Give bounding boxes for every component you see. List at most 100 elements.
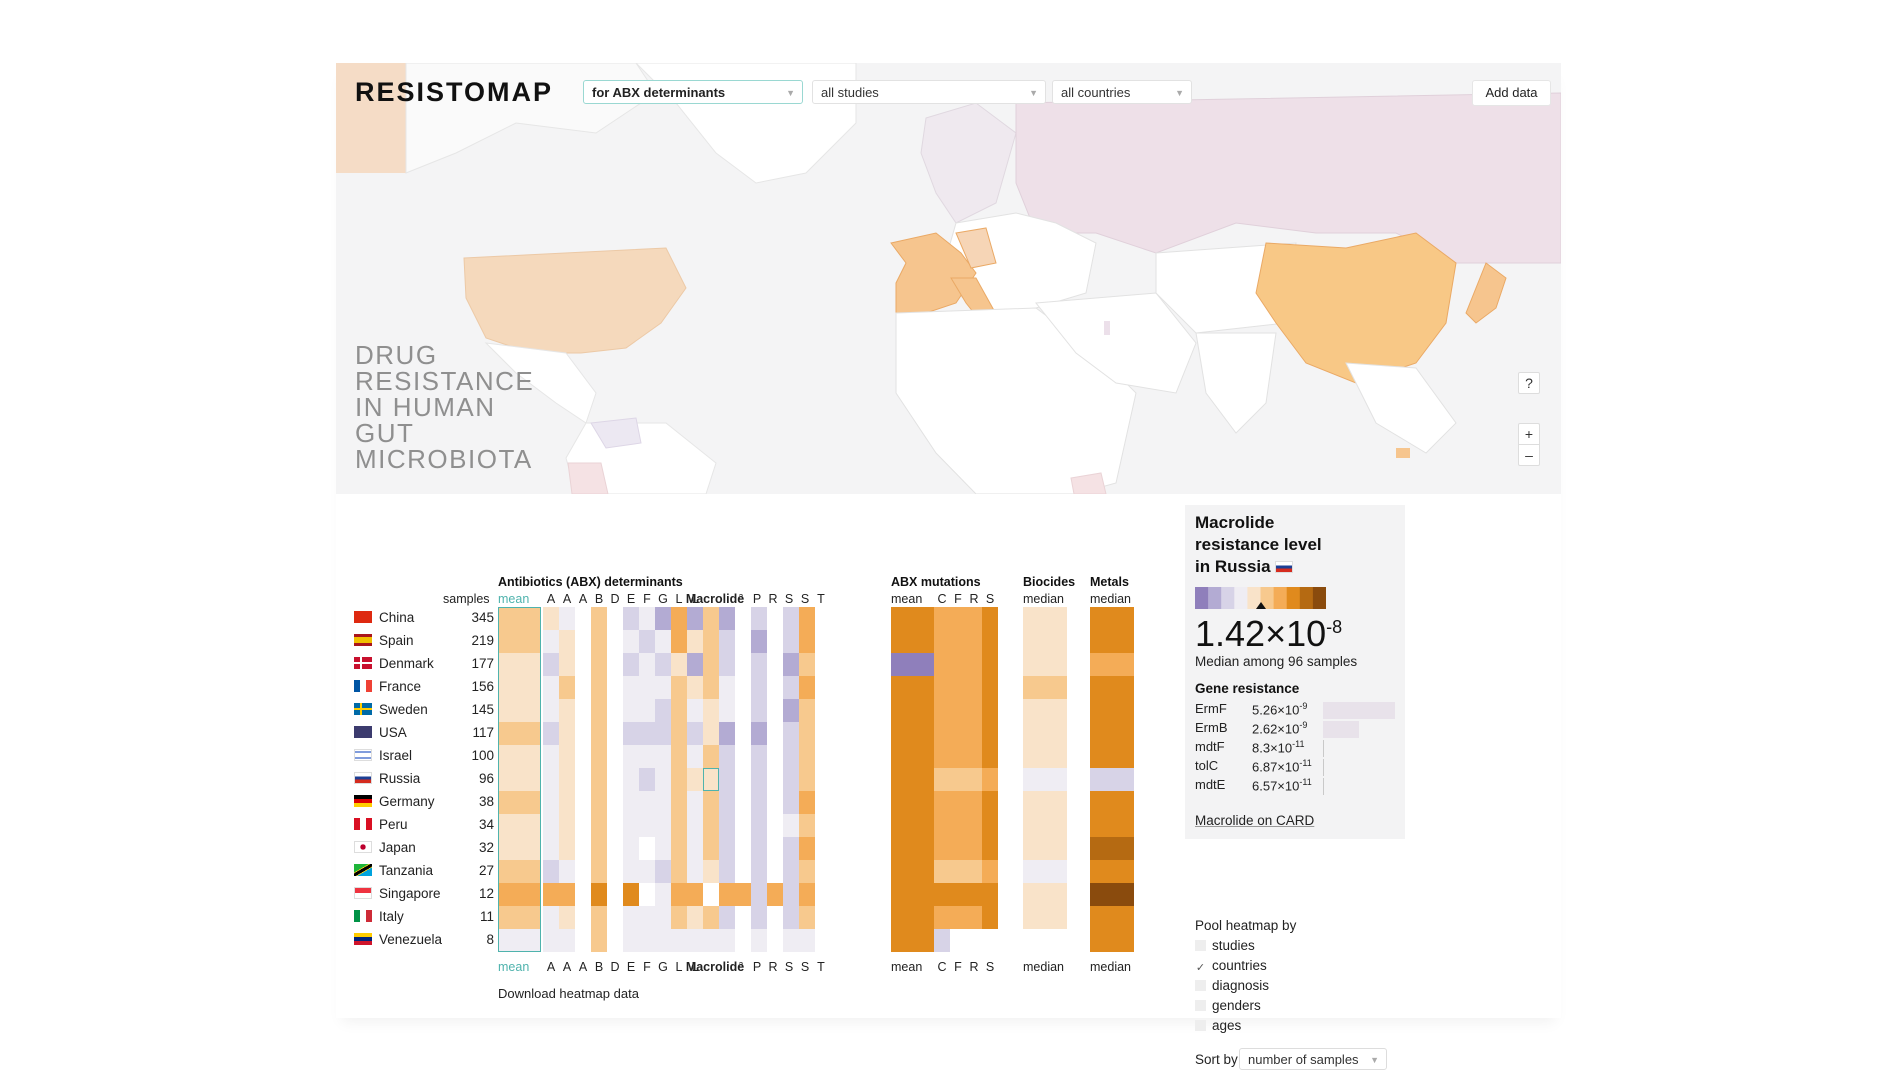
- heatmap-cell[interactable]: [799, 607, 815, 630]
- heatmap-cell[interactable]: [575, 630, 591, 653]
- column-label[interactable]: P: [752, 960, 762, 974]
- heatmap-cell[interactable]: [591, 791, 607, 814]
- download-heatmap-link[interactable]: Download heatmap data: [498, 986, 639, 1001]
- heatmap-cell[interactable]: [735, 699, 751, 722]
- heatmap-cell[interactable]: [1023, 883, 1067, 906]
- heatmap-cell[interactable]: [607, 837, 623, 860]
- column-label[interactable]: Macrolide: [685, 592, 745, 606]
- heatmap-cell[interactable]: [623, 837, 639, 860]
- heatmap-cell[interactable]: [623, 929, 639, 952]
- heatmap-cell[interactable]: [543, 653, 559, 676]
- heatmap-cell[interactable]: [703, 791, 719, 814]
- heatmap-cell[interactable]: [891, 722, 934, 745]
- heatmap-cell[interactable]: [559, 883, 575, 906]
- heatmap-cell[interactable]: [559, 906, 575, 929]
- heatmap-cell[interactable]: [950, 630, 966, 653]
- heatmap-cell[interactable]: [735, 745, 751, 768]
- column-label[interactable]: T: [817, 960, 825, 974]
- heatmap-cell[interactable]: [639, 883, 655, 906]
- heatmap-cell[interactable]: [623, 768, 639, 791]
- heatmap-cell[interactable]: [982, 906, 998, 929]
- column-label[interactable]: S: [800, 592, 810, 606]
- heatmap-cell[interactable]: [783, 607, 799, 630]
- heatmap-cell[interactable]: [1090, 906, 1134, 929]
- heatmap-cell[interactable]: [543, 607, 559, 630]
- heatmap-cell[interactable]: [934, 745, 950, 768]
- column-label[interactable]: L: [691, 960, 699, 974]
- pool-option[interactable]: ✓ countries: [1195, 958, 1267, 974]
- heatmap-cell[interactable]: [767, 929, 783, 952]
- heatmap-cell[interactable]: [639, 745, 655, 768]
- heatmap-cell[interactable]: [623, 906, 639, 929]
- column-label[interactable]: F: [954, 592, 962, 606]
- heatmap-cell[interactable]: [982, 722, 998, 745]
- heatmap-cell[interactable]: [559, 722, 575, 745]
- heatmap-cell[interactable]: [607, 883, 623, 906]
- column-label[interactable]: G: [658, 592, 668, 606]
- heatmap-cell[interactable]: [591, 699, 607, 722]
- heatmap-cell[interactable]: [671, 676, 687, 699]
- heatmap-cell[interactable]: [543, 699, 559, 722]
- heatmap-cell[interactable]: [751, 745, 767, 768]
- heatmap-cell[interactable]: [950, 699, 966, 722]
- row-country[interactable]: Russia: [354, 771, 420, 786]
- heatmap-cell[interactable]: [607, 653, 623, 676]
- heatmap-cell[interactable]: [639, 837, 655, 860]
- heatmap-cell[interactable]: [543, 860, 559, 883]
- heatmap-cell[interactable]: [639, 814, 655, 837]
- heatmap-cell[interactable]: [1090, 768, 1134, 791]
- heatmap-cell[interactable]: [575, 768, 591, 791]
- heatmap-cell[interactable]: [735, 837, 751, 860]
- heatmap-cell[interactable]: [671, 906, 687, 929]
- heatmap-cell[interactable]: [950, 814, 966, 837]
- heatmap-cell[interactable]: [891, 607, 934, 630]
- heatmap-cell[interactable]: [623, 883, 639, 906]
- row-country[interactable]: Japan: [354, 840, 416, 855]
- heatmap-cell[interactable]: [799, 722, 815, 745]
- heatmap-cell[interactable]: [751, 906, 767, 929]
- heatmap-cell[interactable]: [1090, 929, 1134, 952]
- heatmap-cell[interactable]: [767, 768, 783, 791]
- heatmap-cell[interactable]: [799, 837, 815, 860]
- heatmap-cell[interactable]: [591, 906, 607, 929]
- heatmap-cell[interactable]: [591, 837, 607, 860]
- heatmap-cell[interactable]: [575, 699, 591, 722]
- heatmap-cell[interactable]: [623, 699, 639, 722]
- heatmap-cell[interactable]: [751, 791, 767, 814]
- row-country[interactable]: Germany: [354, 794, 435, 809]
- row-country[interactable]: Sweden: [354, 702, 428, 717]
- heatmap-cell[interactable]: [783, 699, 799, 722]
- column-label[interactable]: B: [594, 592, 604, 606]
- column-label[interactable]: D: [610, 960, 620, 974]
- heatmap-cell[interactable]: [950, 745, 966, 768]
- heatmap-cell[interactable]: [982, 791, 998, 814]
- heatmap-cell[interactable]: [751, 607, 767, 630]
- heatmap-cell[interactable]: [655, 722, 671, 745]
- heatmap-cell[interactable]: [1023, 768, 1067, 791]
- heatmap-cell[interactable]: [891, 814, 934, 837]
- heatmap-cell[interactable]: [543, 929, 559, 952]
- column-label[interactable]: ³: [738, 592, 744, 606]
- heatmap-cell[interactable]: [639, 860, 655, 883]
- heatmap-cell[interactable]: [799, 653, 815, 676]
- heatmap-cell[interactable]: [703, 676, 719, 699]
- heatmap-cell[interactable]: [934, 768, 950, 791]
- heatmap-cell[interactable]: [719, 929, 735, 952]
- heatmap-cell[interactable]: [607, 630, 623, 653]
- heatmap-cell[interactable]: [966, 699, 982, 722]
- heatmap-cell[interactable]: [950, 929, 966, 952]
- heatmap-cell[interactable]: [543, 768, 559, 791]
- heatmap-cell[interactable]: [735, 607, 751, 630]
- heatmap-cell[interactable]: [783, 653, 799, 676]
- heatmap-cell[interactable]: [783, 837, 799, 860]
- heatmap-cell[interactable]: [559, 630, 575, 653]
- heatmap-cell[interactable]: [1023, 653, 1067, 676]
- heatmap-cell[interactable]: [607, 768, 623, 791]
- row-country[interactable]: Spain: [354, 633, 414, 648]
- card-link[interactable]: Macrolide on CARD: [1195, 813, 1315, 828]
- heatmap-cell[interactable]: [735, 722, 751, 745]
- heatmap-cell[interactable]: [934, 722, 950, 745]
- heatmap-cell[interactable]: [671, 814, 687, 837]
- heatmap-cell[interactable]: [735, 791, 751, 814]
- heatmap-cell[interactable]: [607, 791, 623, 814]
